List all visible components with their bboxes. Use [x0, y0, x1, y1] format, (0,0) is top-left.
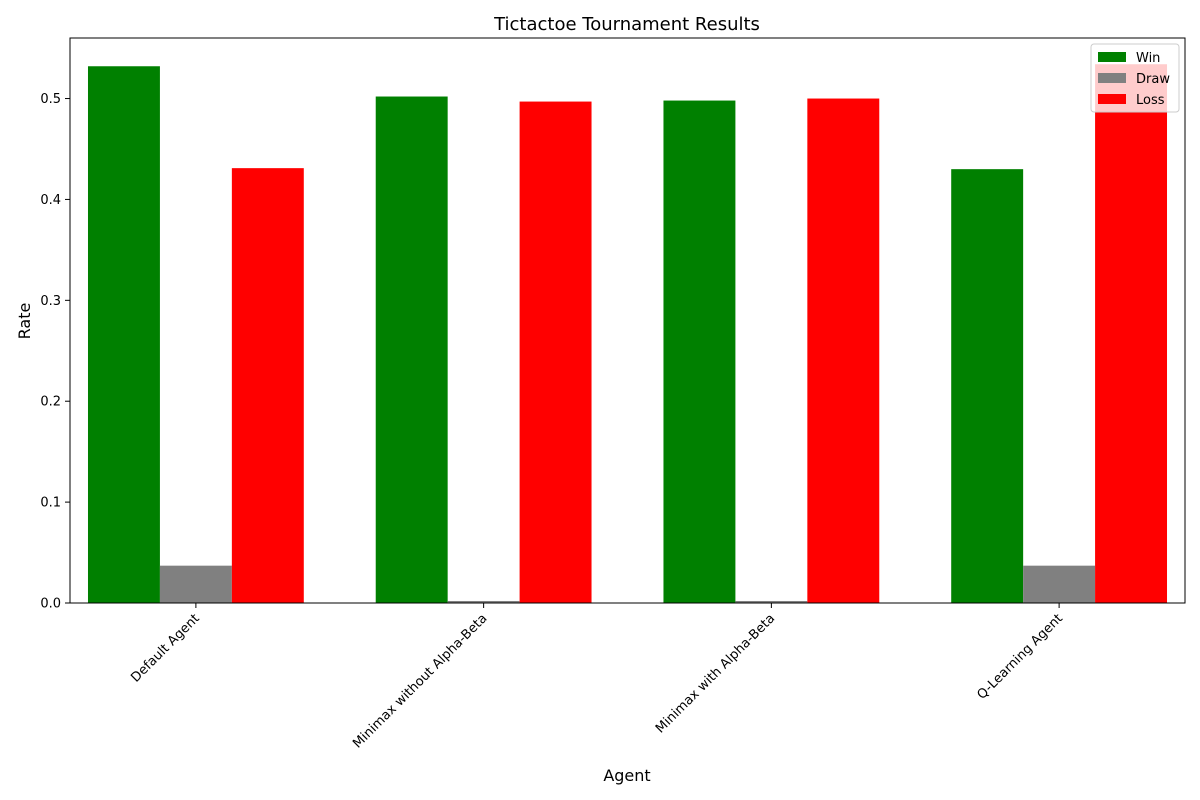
chart-title: Tictactoe Tournament Results [493, 14, 760, 35]
bar-draw-2 [735, 600, 808, 603]
bar-win-2 [663, 100, 736, 603]
y-tick-label: 0.4 [40, 193, 61, 208]
bar-draw-0 [159, 565, 232, 603]
bar-loss-1 [519, 101, 592, 603]
bar-loss-3 [1095, 64, 1168, 604]
bar-win-0 [87, 66, 160, 603]
x-tick-label: Default Agent [128, 611, 202, 685]
x-axis-label: Agent [603, 766, 650, 785]
legend-label-draw: Draw [1136, 72, 1170, 87]
bar-win-3 [951, 169, 1024, 604]
legend-swatch-win [1098, 52, 1126, 62]
x-axis: Default Agent Minimax without Alpha-Beta M… [128, 603, 1066, 751]
y-axis-label: Rate [15, 303, 34, 340]
y-tick-label: 0.2 [40, 395, 61, 410]
x-tick-label: Q-Learning Agent [974, 611, 1065, 702]
legend-label-loss: Loss [1136, 93, 1165, 108]
legend-swatch-draw [1098, 73, 1126, 83]
y-axis: 0.0 0.1 0.2 0.3 0.4 0.5 [40, 92, 70, 612]
bar-draw-1 [447, 600, 520, 603]
bar-loss-0 [231, 168, 304, 603]
legend-label-win: Win [1136, 51, 1160, 66]
y-tick-label: 0.3 [40, 294, 61, 309]
y-tick-label: 0.0 [40, 597, 61, 612]
y-tick-label: 0.5 [40, 92, 61, 107]
x-tick-label: Minimax with Alpha-Beta [653, 611, 778, 736]
bar-draw-3 [1023, 565, 1096, 603]
bar-win-1 [375, 96, 448, 604]
x-tick-label: Minimax without Alpha-Beta [350, 611, 490, 751]
y-tick-label: 0.1 [40, 496, 61, 511]
plot-frame [69, 37, 1186, 604]
legend-swatch-loss [1098, 94, 1126, 104]
legend: Win Draw Loss [1090, 43, 1180, 113]
bar-loss-2 [807, 98, 880, 604]
bars-group [87, 64, 1168, 604]
